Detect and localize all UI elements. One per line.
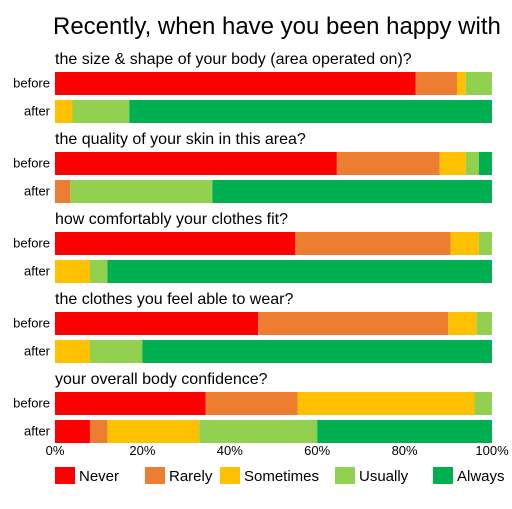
legend-swatch <box>145 467 165 484</box>
legend-item-rarely: Rarely <box>145 467 213 485</box>
x-axis: 0% 20% 40% 60% 80% 100% <box>46 443 509 458</box>
bar-segment-rarely <box>89 420 108 443</box>
bar-segment-sometimes <box>107 420 200 443</box>
row-label: after <box>24 264 51 279</box>
bar-segment-sometimes <box>55 100 73 123</box>
bar-segment-rarely <box>258 312 449 335</box>
row-label: before <box>13 236 50 251</box>
question-group: the clothes you feel able to wear? before… <box>13 291 492 363</box>
bar-segment-always <box>107 260 492 283</box>
bar-segment-never <box>55 232 296 255</box>
x-tick-label: 0% <box>46 443 65 458</box>
question-label: your overall body confidence? <box>55 371 268 388</box>
bar-segment-sometimes <box>448 312 477 335</box>
x-tick-label: 40% <box>217 443 243 458</box>
x-tick-label: 60% <box>304 443 330 458</box>
question-groups: the size & shape of your body (area oper… <box>13 51 493 443</box>
bar-segment-never <box>55 72 416 95</box>
bar-segment-rarely <box>415 72 458 95</box>
bar-segment-always <box>478 152 492 175</box>
bar-segment-usually <box>89 260 108 283</box>
question-group: the quality of your skin in this area? be… <box>13 131 492 203</box>
legend-label: Usually <box>359 468 409 485</box>
bar-segment-sometimes <box>450 232 479 255</box>
bar-segment-rarely <box>295 232 451 255</box>
row-label: after <box>24 104 51 119</box>
bar-segment-never <box>55 392 206 415</box>
bar-segment-usually <box>474 392 492 415</box>
row-label: before <box>13 316 50 331</box>
question-label: the clothes you feel able to wear? <box>55 291 293 308</box>
row-label: before <box>13 156 50 171</box>
bar-segment-usually <box>465 152 479 175</box>
legend-item-always: Always <box>433 467 505 485</box>
legend-label: Always <box>457 468 505 485</box>
row-label: after <box>24 344 51 359</box>
bar-segment-usually <box>199 420 318 443</box>
legend-item-sometimes: Sometimes <box>220 467 319 485</box>
bar-segment-sometimes <box>457 72 466 95</box>
bar-segment-never <box>55 420 90 443</box>
bar-segment-usually <box>72 100 130 123</box>
chart-title: Recently, when have you been happy with <box>53 13 501 40</box>
legend-item-usually: Usually <box>335 467 409 485</box>
legend: Never Rarely Sometimes Usually Always <box>55 467 505 485</box>
bar-segment-never <box>55 152 337 175</box>
question-label: the size & shape of your body (area oper… <box>55 51 412 68</box>
row-label: before <box>13 76 50 91</box>
bar-segment-rarely <box>55 180 71 203</box>
legend-label: Never <box>79 468 119 485</box>
row-label: before <box>13 396 50 411</box>
x-tick-label: 20% <box>129 443 155 458</box>
bar-segment-usually <box>476 312 492 335</box>
bar-segment-usually <box>70 180 213 203</box>
bar-segment-always <box>142 340 492 363</box>
legend-swatch <box>433 467 453 484</box>
legend-swatch <box>55 467 75 484</box>
bar-segment-usually <box>465 72 492 95</box>
bar-segment-sometimes <box>55 260 90 283</box>
bar-segment-always <box>317 420 492 443</box>
question-group: your overall body confidence? before after <box>13 371 492 443</box>
x-tick-label: 100% <box>475 443 509 458</box>
bar-segment-rarely <box>336 152 440 175</box>
bar-segment-sometimes <box>439 152 466 175</box>
bar-segment-usually <box>89 340 143 363</box>
legend-swatch <box>335 467 355 484</box>
legend-label: Rarely <box>169 468 213 485</box>
legend-item-never: Never <box>55 467 119 485</box>
bar-segment-rarely <box>205 392 298 415</box>
question-group: the size & shape of your body (area oper… <box>13 51 493 123</box>
x-tick-label: 80% <box>392 443 418 458</box>
bar-segment-usually <box>478 232 492 255</box>
row-label: after <box>24 184 51 199</box>
legend-label: Sometimes <box>244 468 319 485</box>
question-group: how comfortably your clothes fit? before a… <box>13 211 492 283</box>
legend-swatch <box>220 467 240 484</box>
bar-segment-sometimes <box>297 392 475 415</box>
bar-segment-always <box>129 100 493 123</box>
question-label: how comfortably your clothes fit? <box>55 211 288 228</box>
row-label: after <box>24 424 51 439</box>
question-label: the quality of your skin in this area? <box>55 131 306 148</box>
bar-segment-never <box>55 312 259 335</box>
bar-segment-always <box>212 180 492 203</box>
bar-segment-sometimes <box>55 340 90 363</box>
